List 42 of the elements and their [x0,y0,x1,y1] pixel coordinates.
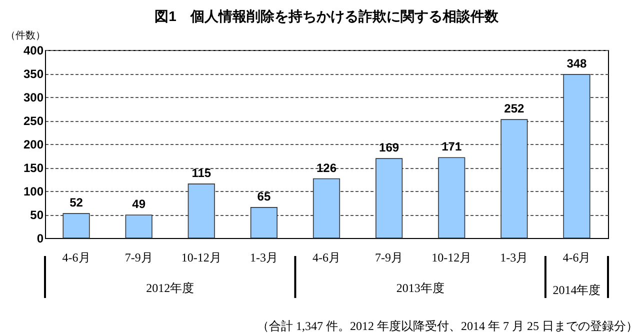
x-tick-label: 7-9月 [124,250,153,264]
chart-title: 図1 個人情報削除を持ちかける詐欺に関する相談件数 [154,8,500,24]
data-label: 252 [504,102,524,116]
bar [62,213,90,238]
bar [250,207,278,238]
text: 2012年度 [146,281,194,295]
data-label: 348 [566,56,588,70]
bar [188,184,215,238]
data-label: 115 [192,166,212,180]
data-label: 52 [70,196,84,210]
y-tick-label: 50 [30,208,44,222]
y-tick-label: 300 [23,90,44,104]
data-label: 169 [379,140,400,155]
x-tick-label: 1-3月 [500,250,528,264]
bar [125,214,152,238]
x-tick-label: 1-3月 [250,250,278,264]
y-tick-label: 200 [23,138,44,152]
x-tick-label: 4-6月 [62,250,90,264]
text: 2013年度 [396,281,444,295]
y-tick-label: 250 [23,114,44,128]
data-label: 49 [132,196,146,211]
bar [376,158,403,238]
text: 2014年度 [552,283,601,297]
x-tick-label: 4-6月 [312,250,340,264]
data-label: 65 [257,189,271,204]
x-tick-label: 10-12月 [181,250,222,264]
bar [312,178,340,238]
bar [500,119,528,238]
y-tick-label: 0 [36,232,44,246]
x-tick-label: 10-12月 [432,250,472,264]
x-tick-label: 4-6月 [562,250,591,264]
x-tick-label: 7-9月 [375,250,404,264]
y-tick-label: 400 [23,44,44,58]
y-axis-title: （件数） [6,30,46,42]
bar [563,74,590,238]
y-tick-label: 100 [23,184,44,198]
data-label: 171 [442,140,462,154]
bar [438,157,466,238]
text: （合計 1,347 件。2012 年度以降受付、2014 年 7 月 25 日までの登録分） [257,319,638,333]
y-tick-label: 350 [23,67,44,81]
y-tick-label: 150 [23,161,44,175]
data-label: 126 [316,160,337,175]
